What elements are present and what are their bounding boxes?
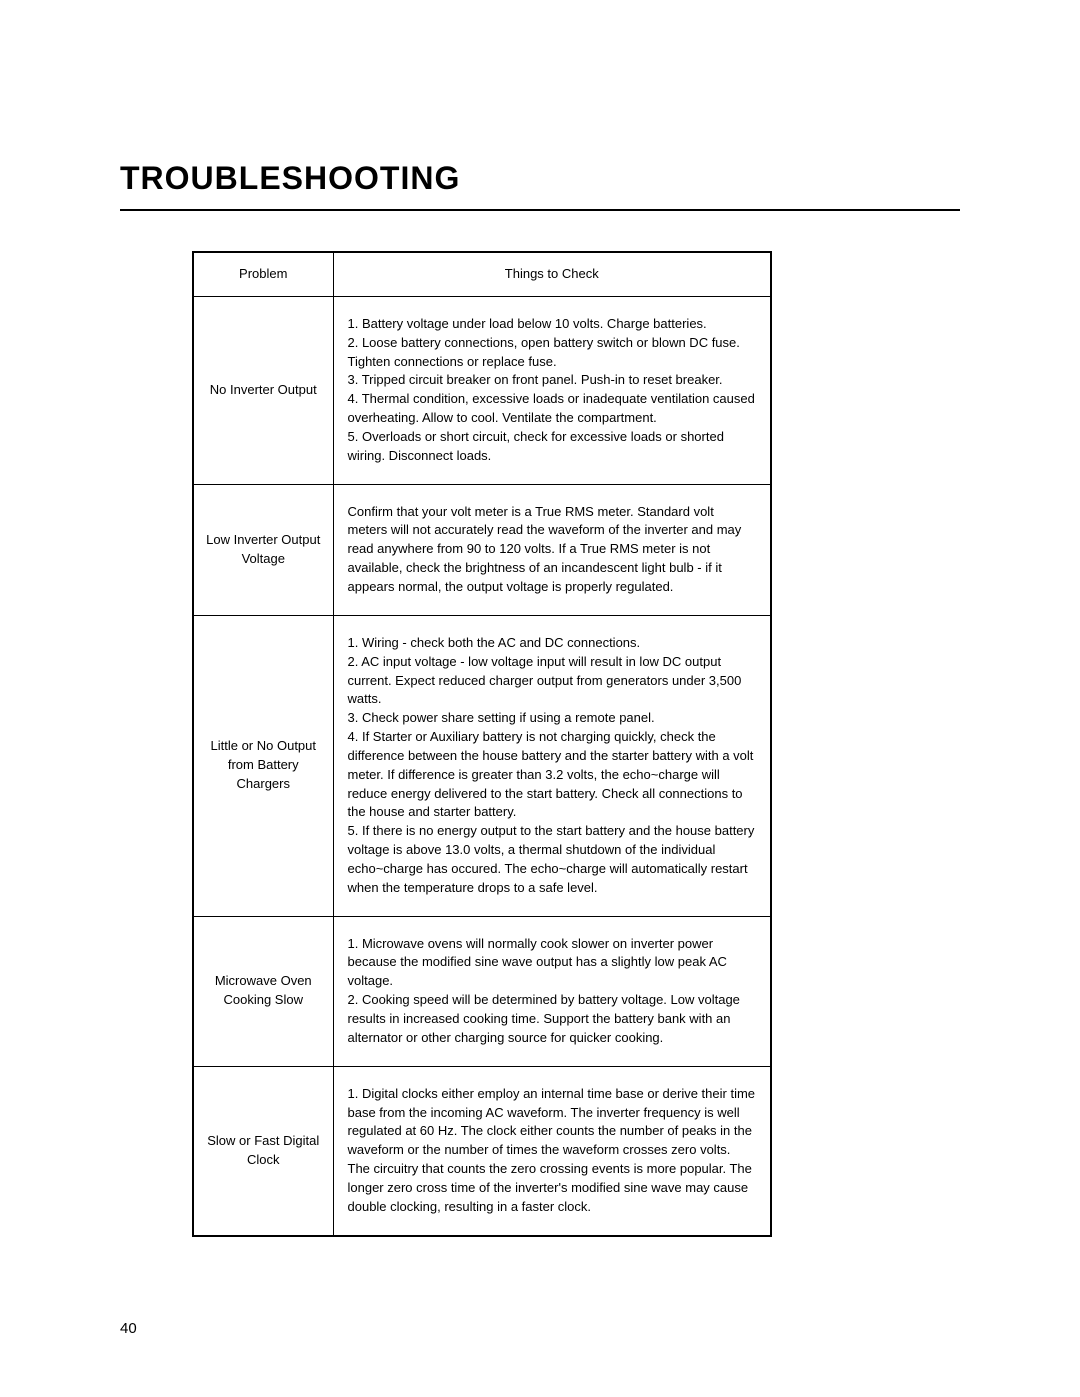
table-row: No Inverter Output 1. Battery voltage un… (193, 296, 771, 484)
problem-cell: Little or No Output from Battery Charger… (193, 615, 333, 916)
page-number: 40 (120, 1320, 137, 1337)
troubleshooting-table-container: Problem Things to Check No Inverter Outp… (192, 251, 772, 1237)
problem-cell: Low Inverter Output Voltage (193, 484, 333, 615)
troubleshooting-table: Problem Things to Check No Inverter Outp… (192, 251, 772, 1237)
check-cell: 1. Wiring - check both the AC and DC con… (333, 615, 771, 916)
check-cell: 1. Digital clocks either employ an inter… (333, 1066, 771, 1235)
page-title: TROUBLESHOOTING (120, 160, 960, 197)
problem-cell: No Inverter Output (193, 296, 333, 484)
check-cell: 1. Battery voltage under load below 10 v… (333, 296, 771, 484)
problem-cell: Microwave Oven Cooking Slow (193, 916, 333, 1066)
table-row: Microwave Oven Cooking Slow 1. Microwave… (193, 916, 771, 1066)
table-header-row: Problem Things to Check (193, 252, 771, 296)
table-row: Little or No Output from Battery Charger… (193, 615, 771, 916)
check-cell: Confirm that your volt meter is a True R… (333, 484, 771, 615)
title-divider (120, 209, 960, 211)
header-problem: Problem (193, 252, 333, 296)
table-row: Low Inverter Output Voltage Confirm that… (193, 484, 771, 615)
header-check: Things to Check (333, 252, 771, 296)
problem-cell: Slow or Fast Digital Clock (193, 1066, 333, 1235)
check-cell: 1. Microwave ovens will normally cook sl… (333, 916, 771, 1066)
table-row: Slow or Fast Digital Clock 1. Digital cl… (193, 1066, 771, 1235)
